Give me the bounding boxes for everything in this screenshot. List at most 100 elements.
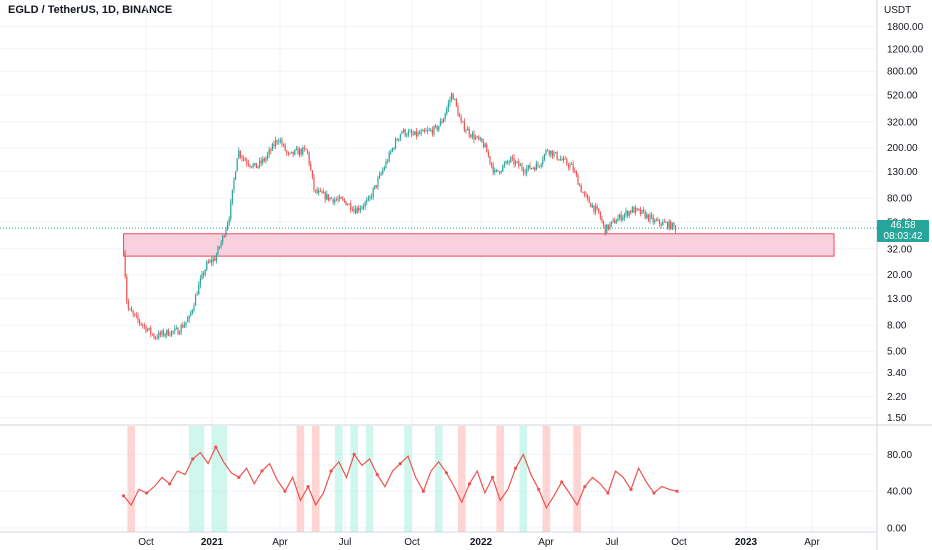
x-tick-label: 2022 bbox=[470, 537, 493, 548]
y-tick-label: 800.00 bbox=[887, 67, 918, 78]
candle-body bbox=[630, 211, 632, 213]
candle-body bbox=[150, 327, 152, 334]
candle-body bbox=[596, 206, 598, 209]
candle-body bbox=[164, 334, 166, 336]
indicator-band bbox=[188, 426, 197, 532]
candle-body bbox=[665, 222, 667, 224]
candle-body bbox=[506, 161, 509, 163]
candle-body bbox=[537, 163, 539, 167]
indicator-point bbox=[652, 491, 656, 495]
candle-body bbox=[500, 171, 502, 173]
candle-body bbox=[487, 152, 489, 157]
y-tick-label: 3.40 bbox=[887, 368, 907, 379]
last-price-tag: 46.58 08:03:42 bbox=[877, 220, 929, 242]
candle-body bbox=[361, 207, 363, 209]
candle-body bbox=[410, 131, 413, 134]
candle-body bbox=[223, 235, 225, 237]
candle-body bbox=[262, 158, 264, 163]
candle-body bbox=[398, 138, 400, 141]
candle-body bbox=[463, 121, 465, 131]
y-tick-label: 5.00 bbox=[887, 347, 907, 358]
candle-body bbox=[238, 150, 240, 159]
candle-body bbox=[390, 151, 392, 153]
candle-body bbox=[270, 149, 272, 151]
x-tick-label: Jul bbox=[606, 537, 619, 548]
candle-body bbox=[143, 325, 145, 327]
candle-body bbox=[138, 319, 141, 323]
candle-body bbox=[124, 252, 126, 277]
indicator-point bbox=[145, 491, 149, 495]
indicator-point bbox=[467, 482, 472, 486]
candle-body bbox=[649, 215, 651, 221]
candle-body bbox=[230, 202, 232, 220]
candle-body bbox=[534, 167, 536, 171]
candle-body bbox=[422, 129, 424, 132]
candle-body bbox=[450, 93, 453, 100]
candle-body bbox=[260, 160, 262, 163]
candle-body bbox=[354, 209, 357, 214]
candle-body bbox=[370, 196, 373, 198]
candle-body bbox=[514, 161, 517, 165]
candle-body bbox=[281, 140, 283, 145]
indicator-point bbox=[490, 475, 495, 479]
candle-body bbox=[452, 93, 454, 100]
candle-body bbox=[486, 144, 488, 153]
candle-body bbox=[161, 330, 163, 335]
candle-body bbox=[420, 131, 422, 134]
indicator-band bbox=[311, 426, 320, 532]
last-price-value: 46.58 bbox=[890, 220, 916, 231]
candle-body bbox=[234, 171, 237, 180]
candle-body bbox=[484, 144, 486, 148]
indicator-point bbox=[421, 489, 425, 493]
candle-body bbox=[447, 103, 449, 109]
candle-body bbox=[601, 218, 603, 222]
candle-body bbox=[401, 132, 403, 135]
candle-body bbox=[329, 197, 331, 200]
indicator-band bbox=[334, 426, 343, 532]
candle-body bbox=[209, 260, 211, 263]
candle-body bbox=[414, 131, 416, 135]
candle-body bbox=[535, 163, 537, 171]
candle-body bbox=[562, 158, 565, 161]
candle-body bbox=[444, 114, 446, 119]
indicator-y-tick-label: 40.00 bbox=[887, 487, 912, 498]
candle-body bbox=[546, 150, 549, 151]
candle-body bbox=[332, 198, 334, 203]
indicator-band bbox=[457, 426, 466, 532]
candle-body bbox=[303, 147, 305, 149]
candle-body bbox=[639, 209, 641, 214]
candle-body bbox=[346, 204, 349, 206]
candle-body bbox=[273, 143, 275, 147]
candle-body bbox=[310, 164, 312, 171]
indicator-point bbox=[191, 457, 195, 461]
candle-body bbox=[342, 198, 344, 200]
candle-body bbox=[193, 305, 195, 310]
candle-body bbox=[369, 196, 371, 198]
candle-body bbox=[417, 132, 419, 137]
candle-body bbox=[348, 203, 350, 205]
candle-body bbox=[622, 217, 624, 221]
candle-body bbox=[446, 108, 448, 115]
indicator-point bbox=[306, 485, 310, 489]
x-tick-label: Oct bbox=[138, 537, 154, 548]
candle-body bbox=[473, 133, 475, 140]
candle-body bbox=[561, 159, 563, 161]
candle-body bbox=[378, 174, 381, 179]
candle-body bbox=[302, 147, 304, 155]
candle-body bbox=[433, 126, 435, 134]
candle-body bbox=[646, 214, 648, 218]
candle-body bbox=[612, 219, 614, 222]
candle-body bbox=[175, 328, 177, 329]
indicator-pane bbox=[121, 426, 679, 532]
candle-body bbox=[567, 164, 569, 168]
candle-body bbox=[122, 252, 125, 254]
candle-body bbox=[289, 152, 291, 154]
candle-body bbox=[297, 148, 299, 155]
candle-body bbox=[337, 199, 339, 201]
candle-body bbox=[279, 140, 281, 142]
indicator-band bbox=[196, 426, 205, 532]
indicator-point bbox=[214, 445, 218, 449]
candle-body bbox=[462, 121, 464, 122]
candle-body bbox=[607, 224, 609, 230]
